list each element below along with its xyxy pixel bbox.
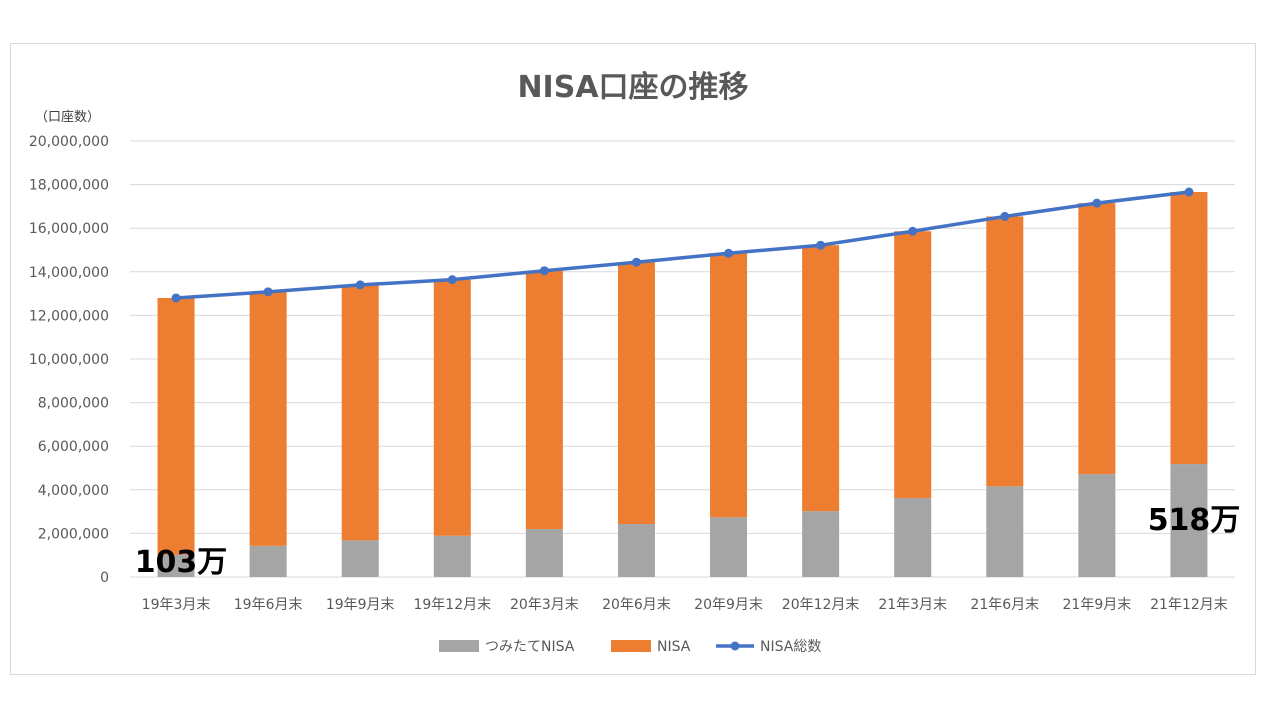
gridlines [130, 140, 1235, 578]
y-axis-unit-label: （口座数） [35, 110, 100, 125]
bar-nisa [249, 291, 287, 546]
y-tick-label: 16,000,000 [29, 221, 109, 237]
total-point [171, 293, 181, 303]
bar-tsumitate [894, 498, 932, 577]
total-point [355, 280, 365, 290]
y-tick-label: 20,000,000 [29, 134, 109, 150]
total-point [724, 248, 734, 258]
total-point [539, 266, 549, 276]
bar-tsumitate [802, 511, 840, 577]
total-point [263, 287, 273, 297]
x-axis-ticks: 19年3月末 19年6月末 19年9月末 19年12月末 20年3月末 20年6月末 20年… [142, 597, 1228, 613]
x-tick-label: 21年3月末 [878, 597, 947, 613]
y-axis-ticks: 0 2,000,000 4,000,000 6,000,000 8,000,000 10,… [29, 134, 109, 586]
x-tick-label: 20年12月末 [782, 597, 860, 613]
total-point [1184, 187, 1194, 197]
legend-label: NISA総数 [760, 639, 821, 655]
legend-item: つみたてNISA [439, 639, 575, 655]
bar-nisa [341, 284, 379, 541]
legend-label: つみたてNISA [485, 639, 575, 655]
total-line [171, 187, 1194, 303]
bar-tsumitate [341, 540, 379, 577]
y-tick-label: 18,000,000 [29, 178, 109, 194]
bar-nisa [525, 270, 563, 530]
bar-tsumitate [249, 545, 287, 577]
y-tick-label: 2,000,000 [38, 526, 109, 542]
bar-tsumitate [986, 486, 1024, 577]
y-tick-label: 8,000,000 [38, 396, 109, 412]
annotations: 103万 518万 [135, 503, 1241, 580]
bar-nisa [894, 231, 932, 499]
value-callout: 518万 [1148, 503, 1241, 538]
bar-nisa [986, 216, 1024, 487]
x-tick-label: 19年12月末 [413, 597, 491, 613]
x-tick-label: 19年6月末 [234, 597, 303, 613]
x-tick-label: 19年3月末 [142, 597, 211, 613]
total-point [816, 240, 826, 250]
y-tick-label: 12,000,000 [29, 308, 109, 324]
bar-tsumitate [433, 535, 471, 577]
bar-tsumitate [1170, 464, 1208, 577]
bar-nisa [617, 262, 655, 525]
x-tick-label: 20年3月末 [510, 597, 579, 613]
bar-nisa [710, 253, 748, 518]
chart-title: NISA口座の推移 [517, 70, 748, 105]
x-tick-label: 20年9月末 [694, 597, 763, 613]
y-tick-label: 14,000,000 [29, 265, 109, 281]
legend-item: NISA [611, 639, 691, 655]
total-point [1000, 211, 1010, 221]
total-series-line [175, 190, 1190, 300]
value-callout: 103万 [135, 545, 228, 580]
legend-item: NISA総数 [716, 639, 821, 655]
bar-tsumitate [525, 529, 563, 577]
bar-tsumitate [1078, 474, 1116, 577]
total-point [447, 275, 457, 285]
x-tick-label: 20年6月末 [602, 597, 671, 613]
bars [157, 192, 1208, 577]
legend-swatch [439, 640, 479, 652]
bar-nisa [1078, 203, 1116, 475]
bar-nisa [802, 245, 840, 512]
x-tick-label: 21年9月末 [1063, 597, 1132, 613]
y-tick-label: 6,000,000 [38, 439, 109, 455]
y-tick-label: 4,000,000 [38, 483, 109, 499]
legend: つみたてNISA NISA NISA総数 [439, 639, 821, 655]
bar-tsumitate [710, 517, 748, 577]
y-tick-label: 10,000,000 [29, 352, 109, 368]
bar-nisa [433, 279, 471, 536]
x-tick-label: 19年9月末 [326, 597, 395, 613]
x-tick-label: 21年6月末 [970, 597, 1039, 613]
legend-marker [730, 641, 740, 651]
total-point [631, 257, 641, 267]
x-tick-label: 21年12月末 [1150, 597, 1228, 613]
total-point [1092, 198, 1102, 208]
bar-nisa [1170, 192, 1208, 465]
bar-tsumitate [617, 524, 655, 577]
legend-swatch [611, 640, 651, 652]
bar-nisa [157, 297, 195, 555]
bar-tsumitate [157, 554, 195, 577]
y-tick-label: 0 [100, 570, 109, 586]
legend-label: NISA [657, 639, 691, 655]
total-point [908, 226, 918, 236]
